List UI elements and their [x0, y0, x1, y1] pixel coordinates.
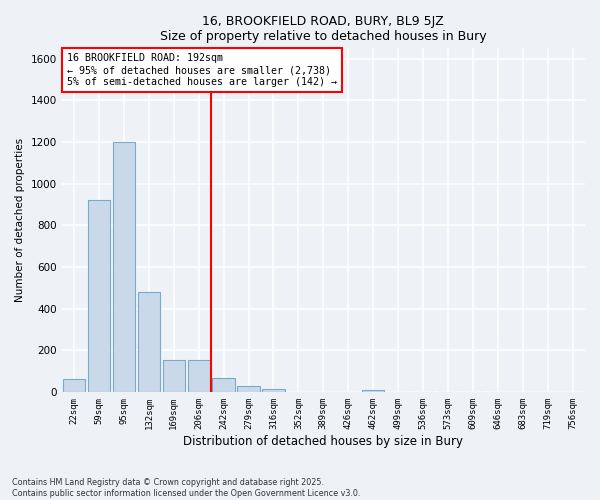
Bar — [188, 360, 210, 392]
X-axis label: Distribution of detached houses by size in Bury: Distribution of detached houses by size … — [184, 434, 463, 448]
Title: 16, BROOKFIELD ROAD, BURY, BL9 5JZ
Size of property relative to detached houses : 16, BROOKFIELD ROAD, BURY, BL9 5JZ Size … — [160, 15, 487, 43]
Bar — [163, 360, 185, 392]
Text: 16 BROOKFIELD ROAD: 192sqm
← 95% of detached houses are smaller (2,738)
5% of se: 16 BROOKFIELD ROAD: 192sqm ← 95% of deta… — [67, 54, 337, 86]
Bar — [88, 200, 110, 392]
Bar — [362, 390, 385, 392]
Bar — [113, 142, 135, 392]
Text: Contains HM Land Registry data © Crown copyright and database right 2025.
Contai: Contains HM Land Registry data © Crown c… — [12, 478, 361, 498]
Bar — [212, 378, 235, 392]
Bar — [63, 380, 85, 392]
Bar — [238, 386, 260, 392]
Bar — [262, 388, 285, 392]
Y-axis label: Number of detached properties: Number of detached properties — [15, 138, 25, 302]
Bar — [137, 292, 160, 392]
